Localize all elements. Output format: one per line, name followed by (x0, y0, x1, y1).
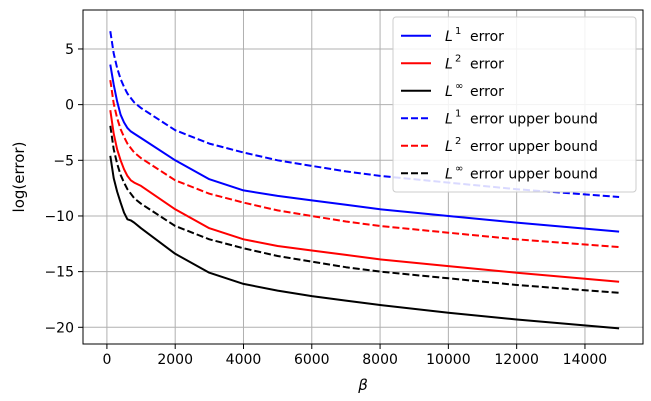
x-tick-label: 4000 (226, 352, 262, 368)
legend-entry-4: error upper bound (470, 139, 598, 155)
legend-superscript-4: 2 (455, 136, 461, 147)
legend-entry-2: error (470, 84, 504, 100)
x-tick-label: 8000 (362, 352, 398, 368)
legend-letter-3: L (445, 111, 453, 127)
y-tick-label: −20 (44, 320, 74, 336)
x-tick-label: 12000 (494, 352, 539, 368)
x-axis-label: β (357, 376, 368, 394)
x-tick-label: 2000 (157, 352, 193, 368)
y-tick-label: −10 (44, 209, 74, 225)
y-axis-label: log(error) (10, 142, 28, 213)
y-ticks: 5 0 −5 −10 −15 −20 (44, 42, 83, 336)
series-line-1 (109, 110, 620, 283)
legend-letter-0: L (445, 29, 453, 45)
x-ticks: 0 2000 4000 6000 8000 10000 12000 14000 (102, 344, 607, 368)
y-tick-label: 5 (65, 42, 74, 58)
x-tick-label: 6000 (294, 352, 330, 368)
series-line-3 (109, 31, 620, 198)
x-tick-label: 10000 (426, 352, 471, 368)
legend-box (392, 16, 637, 193)
legend-entry-5: error upper bound (470, 166, 598, 182)
legend-letter-5: L (445, 166, 453, 182)
legend-entry-3: error upper bound (470, 111, 598, 127)
series-line-2 (109, 155, 620, 330)
legend-superscript-3: 1 (455, 108, 461, 119)
legend-superscript-2: ∞ (455, 81, 463, 92)
legend-letter-1: L (445, 56, 453, 72)
legend-superscript-1: 2 (455, 53, 461, 64)
legend-entry-1: error (470, 56, 504, 72)
y-tick-label: −5 (53, 153, 74, 169)
y-tick-label: −15 (44, 265, 74, 281)
x-tick-label: 0 (102, 352, 111, 368)
legend-superscript-5: ∞ (455, 163, 463, 174)
series-line-4 (109, 79, 620, 249)
legend-letter-4: L (445, 139, 453, 155)
y-tick-label: 0 (65, 98, 74, 114)
legend-superscript-0: 1 (455, 26, 461, 37)
series-line-5 (109, 125, 620, 294)
series-line-0 (109, 64, 620, 233)
x-tick-label: 14000 (563, 352, 608, 368)
legend-entry-0: error (470, 29, 504, 45)
plot-frame (82, 9, 644, 345)
legend-letter-2: L (445, 84, 453, 100)
series-layer (109, 31, 620, 330)
